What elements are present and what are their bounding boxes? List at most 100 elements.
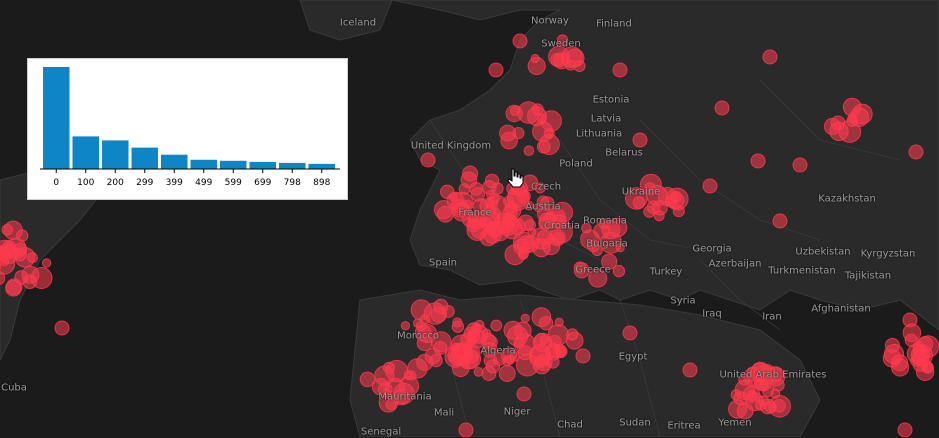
histogram-bar[interactable] [191,160,218,169]
event-marker [55,321,69,335]
event-marker [485,174,498,187]
event-marker [528,57,545,74]
event-marker [769,396,791,418]
event-marker [847,116,857,126]
event-marker [898,423,912,437]
x-tick-label: 299 [136,178,153,188]
x-tick-label: 798 [284,178,301,188]
event-marker [903,313,917,327]
x-tick-label: 399 [166,178,183,188]
event-marker [715,101,729,115]
event-marker [499,366,515,382]
event-marker [729,400,747,418]
event-marker [793,158,807,172]
histogram-bar[interactable] [73,136,100,169]
histogram-bar[interactable] [279,163,306,169]
event-marker [42,259,50,267]
event-marker [843,98,861,116]
event-marker [471,188,485,202]
country-label: Eritrea [667,421,700,432]
country-label: Syria [670,296,695,307]
event-marker [517,354,539,376]
event-marker [434,299,448,313]
event-marker [633,133,647,147]
event-marker [411,300,431,320]
country-label: Croatia [544,221,580,232]
country-label: Georgia [692,244,731,255]
event-marker [613,63,627,77]
event-marker [17,230,28,241]
histogram-bar[interactable] [250,162,277,169]
event-marker [482,329,490,337]
x-tick-label: 898 [313,178,330,188]
country-label: Turkey [650,267,683,278]
event-marker [421,153,435,167]
country-label: Azerbaijan [709,259,762,270]
histogram-bar[interactable] [43,67,70,169]
event-marker [751,154,765,168]
country-label: Turkmenistan [768,266,835,277]
event-marker [831,116,845,130]
event-marker [401,322,409,330]
event-marker [566,49,584,67]
country-label: Mali [434,408,454,419]
event-marker [524,146,534,156]
event-marker [653,200,668,215]
histogram-bar[interactable] [220,161,247,169]
country-label: Afghanistan [811,304,871,315]
event-marker [884,344,903,363]
hand-pointer-icon [506,168,524,188]
event-marker [731,390,741,400]
country-label: Romania [583,216,627,227]
event-marker [759,382,769,392]
country-label: France [458,208,491,219]
x-tick-label: 499 [195,178,212,188]
event-marker [517,387,531,401]
event-marker [909,145,923,159]
event-marker [539,317,552,330]
event-marker [922,362,934,374]
histogram-bar[interactable] [309,164,336,169]
histogram-bar[interactable] [102,140,129,169]
country-label: Sudan [619,418,651,429]
event-marker [461,172,477,188]
event-marker [541,111,561,131]
histogram-bar[interactable] [132,148,159,169]
country-label: Norway [531,16,569,27]
country-label: Belarus [605,148,643,159]
country-label: Austria [525,202,560,213]
event-marker [459,350,478,369]
country-label: Cuba [1,383,27,394]
country-label: Sweden [541,39,581,50]
event-marker [491,320,502,331]
x-tick-label: 599 [225,178,242,188]
event-marker [489,63,503,77]
event-marker [509,218,525,234]
country-label: United Arab Emirates [719,370,826,381]
event-marker [537,140,550,153]
country-label: Bulgaria [586,239,627,250]
event-marker [386,360,407,381]
country-label: Iceland [340,18,376,29]
country-label: Poland [559,159,592,170]
event-marker [543,237,560,254]
event-marker [758,396,768,406]
event-marker [475,320,484,329]
event-marker [525,220,536,231]
country-label: Ukraine [622,187,661,198]
event-marker [28,253,38,263]
event-marker [459,423,473,437]
country-label: Iraq [702,309,722,320]
x-tick-label: 699 [254,178,271,188]
event-marker [532,104,543,115]
x-tick-label: 100 [77,178,94,188]
country-label: Mauritania [378,392,431,403]
country-label: Spain [429,258,457,269]
event-marker [683,363,697,377]
country-label: Egypt [619,352,648,363]
histogram-bar[interactable] [161,155,188,169]
country-label: Iran [762,312,782,323]
event-marker [14,243,26,255]
